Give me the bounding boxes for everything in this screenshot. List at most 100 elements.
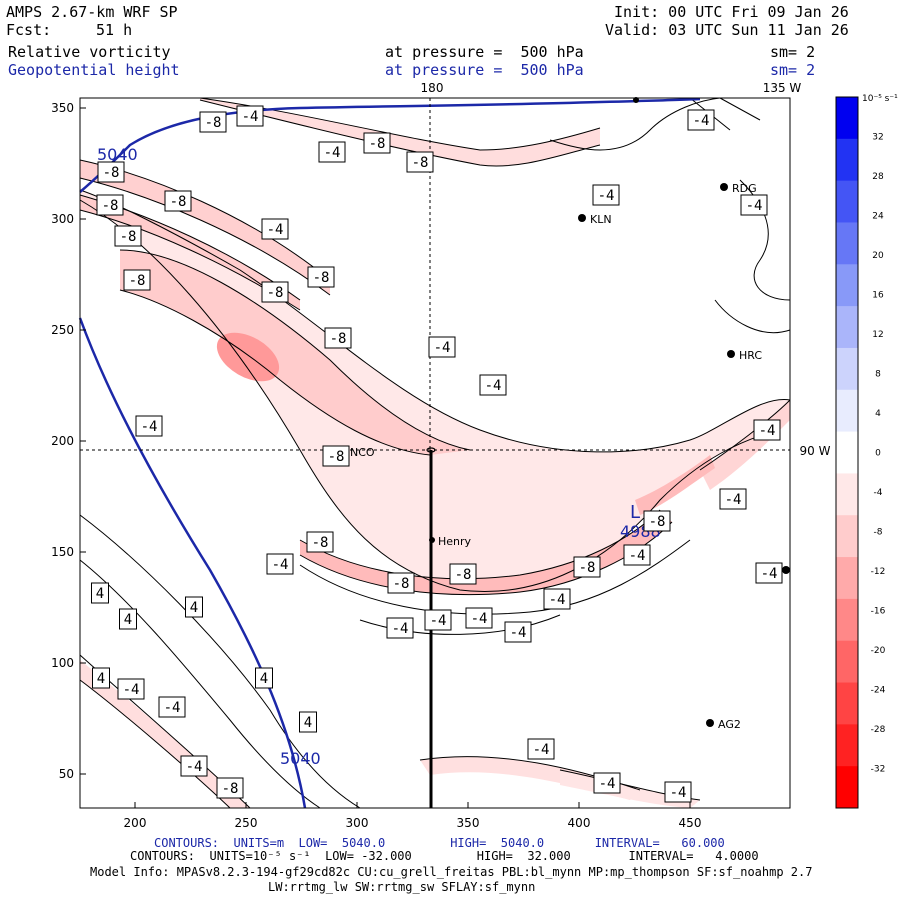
y-tick: 150	[51, 545, 74, 559]
svg-text:4: 4	[260, 671, 268, 687]
upper-band	[80, 160, 330, 295]
field1-smoothing: sm= 2	[770, 43, 816, 61]
svg-text:-4: -4	[242, 109, 259, 125]
colorbar-swatch	[836, 640, 858, 684]
station-dot	[706, 719, 714, 727]
colorbar-frame	[835, 96, 859, 809]
svg-text:-4: -4	[533, 742, 550, 758]
colorbar-tick: 20	[872, 251, 884, 261]
contour-label: -4	[117, 678, 145, 700]
init-time: Init: 00 UTC Fri 09 Jan 26	[614, 3, 849, 21]
colorbar-swatch	[836, 180, 858, 223]
stations: RDG KLN HRC NCO Henry AG2	[338, 97, 790, 731]
svg-text:-8: -8	[313, 270, 330, 286]
y-tick: 50	[59, 767, 74, 781]
svg-text:-8: -8	[412, 155, 429, 171]
contour-label: -8	[114, 225, 142, 247]
colorbar-swatch	[836, 138, 858, 182]
y-tick: 200	[51, 434, 74, 448]
svg-text:-8: -8	[129, 273, 146, 289]
x-tick: 450	[679, 816, 702, 830]
colorbar-tick: 12	[872, 330, 883, 340]
field2-name: Geopotential height	[8, 61, 180, 79]
x-tick: 250	[235, 816, 258, 830]
svg-text:-4: -4	[324, 145, 341, 161]
meridian-135w: 135 W	[763, 81, 802, 95]
contour-label: -4	[504, 621, 532, 643]
station-dot	[720, 183, 728, 191]
contour-label: -4	[135, 415, 163, 437]
footer-model-info: Model Info: MPASv8.2.3-194-gf29cd82c CU:…	[90, 865, 813, 879]
station-dot	[429, 537, 435, 543]
svg-text:-4: -4	[670, 785, 687, 801]
y-axis-labels: 350 300 250 200 150 100 50	[51, 101, 74, 781]
svg-text:-4: -4	[599, 776, 616, 792]
contour-label: -4	[236, 105, 264, 127]
colorbar-tick: 4	[875, 409, 881, 419]
colorbar-tick: 28	[872, 172, 884, 182]
svg-text:-8: -8	[267, 285, 284, 301]
contour-label: -8	[96, 194, 124, 216]
x-tick: 400	[568, 816, 591, 830]
footer-height-contours: CONTOURS: UNITS=m LOW= 5040.0 HIGH= 5040…	[154, 836, 725, 850]
contour-label: -8	[216, 777, 244, 799]
contour-label: -8	[363, 132, 391, 154]
contour-label: -4	[479, 374, 507, 396]
contour-label: -8	[307, 266, 335, 288]
contour-label: -8	[199, 111, 227, 133]
contour-label: -4	[527, 738, 555, 760]
svg-text:-4: -4	[471, 611, 488, 627]
svg-text:-4: -4	[434, 340, 451, 356]
station-dot	[633, 97, 639, 103]
contour-label: -4	[424, 609, 452, 631]
svg-text:-8: -8	[393, 576, 410, 592]
colorbar-tick: -20	[871, 646, 886, 656]
station-label: AG2	[718, 718, 741, 731]
svg-text:-8: -8	[649, 514, 666, 530]
contour-label: -4	[719, 488, 747, 510]
svg-text:-4: -4	[746, 198, 763, 214]
svg-text:-4: -4	[549, 592, 566, 608]
colorbar-swatch	[836, 347, 858, 391]
contour-label: -8	[406, 151, 434, 173]
svg-text:-8: -8	[455, 567, 472, 583]
station-label: Henry	[438, 535, 472, 548]
upper-band-2	[80, 195, 300, 310]
svg-text:4: 4	[124, 612, 132, 628]
svg-text:4: 4	[97, 671, 105, 687]
contour-label: -4	[543, 588, 571, 610]
colorbar-swatch	[836, 515, 858, 558]
contour-label: 4	[119, 608, 137, 630]
valid-time: Valid: 03 UTC Sun 11 Jan 26	[605, 21, 849, 39]
y-tick: 100	[51, 656, 74, 670]
contour-label: -4	[664, 781, 692, 803]
colorbar-tick: -16	[871, 607, 886, 617]
station-dot	[782, 566, 790, 574]
footer-model-info-2: LW:rrtmg_lw SW:rrtmg_sw SFLAY:sf_mynn	[268, 880, 536, 894]
neg8-core	[120, 250, 470, 455]
meridian-180: 180	[421, 81, 444, 95]
colorbar-swatch	[836, 766, 858, 809]
colorbar-tick: -32	[871, 765, 886, 775]
contour-label: -4	[623, 544, 651, 566]
colorbar-tick: -12	[871, 567, 886, 577]
svg-text:-4: -4	[510, 625, 527, 641]
contour-label: -8	[123, 269, 151, 291]
contour-label: 4	[185, 596, 203, 618]
station-dot	[578, 214, 586, 222]
svg-text:-4: -4	[759, 423, 776, 439]
neg4-region	[80, 190, 790, 592]
station-dot	[727, 350, 735, 358]
contour-labels: -8 -4 -8 -4 -8 -8 -8 -8 -4 -8 -8 -8 -8 -8 -4 -4 -4 -8 -8 -4…	[91, 105, 783, 803]
contour-label: 4	[299, 711, 317, 733]
geopotential-contours	[78, 97, 701, 809]
colorbar-swatch	[836, 264, 858, 307]
svg-text:-4: -4	[267, 222, 284, 238]
contour-label: -8	[387, 572, 415, 594]
height-label: 5040	[280, 749, 321, 768]
svg-text:-8: -8	[312, 535, 329, 551]
colorbar-tick: -24	[871, 686, 886, 696]
colorbar-swatch	[836, 557, 858, 600]
contour-label: -4	[180, 755, 208, 777]
svg-text:-8: -8	[222, 781, 239, 797]
